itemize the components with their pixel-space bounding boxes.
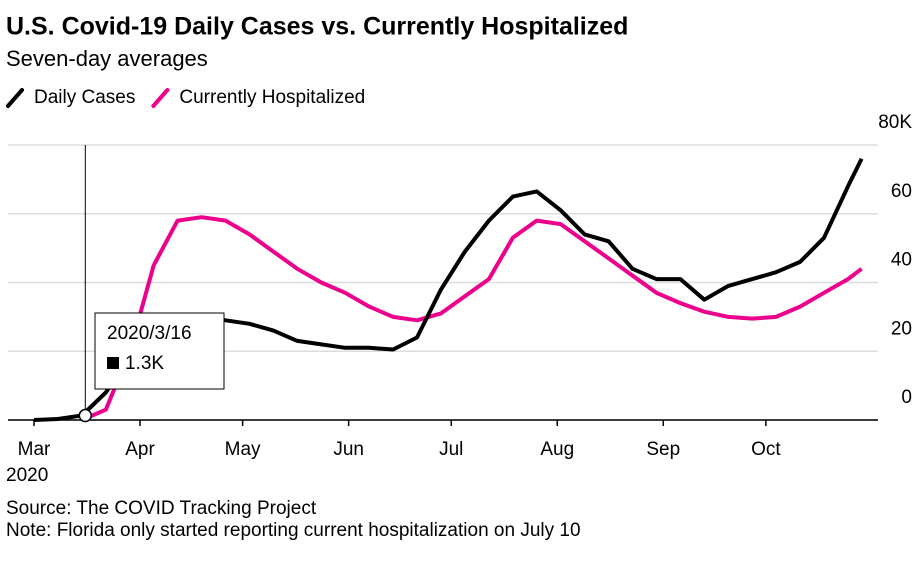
y-tick-label: 40	[891, 250, 912, 271]
x-tick-label: Jun	[333, 439, 364, 460]
chart-subtitle: Seven-day averages	[6, 46, 208, 71]
x-tick-label: Mar	[18, 439, 51, 460]
series-line	[81, 215, 863, 422]
x-tick-label: Aug	[540, 439, 574, 460]
legend-swatch	[6, 88, 24, 108]
y-tick-label: 0	[901, 387, 912, 408]
tooltip-point	[78, 408, 93, 423]
source: Source: The COVID Tracking Project	[6, 498, 317, 519]
legend-label: Currently Hospitalized	[179, 87, 365, 108]
x-year-label: 2020	[6, 465, 48, 486]
x-tick-label: Sep	[646, 439, 680, 460]
x-tick-label: Apr	[125, 439, 155, 460]
tooltip-box	[94, 312, 225, 390]
tooltip-date: 2020/3/16	[107, 323, 192, 344]
y-tick-label: 60	[891, 181, 912, 202]
legend-swatch	[151, 88, 170, 108]
tooltip-value: 1.3K	[125, 353, 164, 374]
x-tick-label: Oct	[751, 439, 781, 460]
chart-title: U.S. Covid-19 Daily Cases vs. Currently …	[6, 13, 628, 41]
y-tick-label: 20	[891, 318, 912, 339]
tooltip-swatch	[107, 357, 119, 369]
x-tick-label: Jul	[439, 439, 463, 460]
x-tick-label: May	[225, 439, 261, 460]
note: Note: Florida only started reporting cur…	[6, 520, 581, 541]
legend-label: Daily Cases	[34, 87, 135, 108]
y-tick-label: 80K	[878, 112, 912, 133]
